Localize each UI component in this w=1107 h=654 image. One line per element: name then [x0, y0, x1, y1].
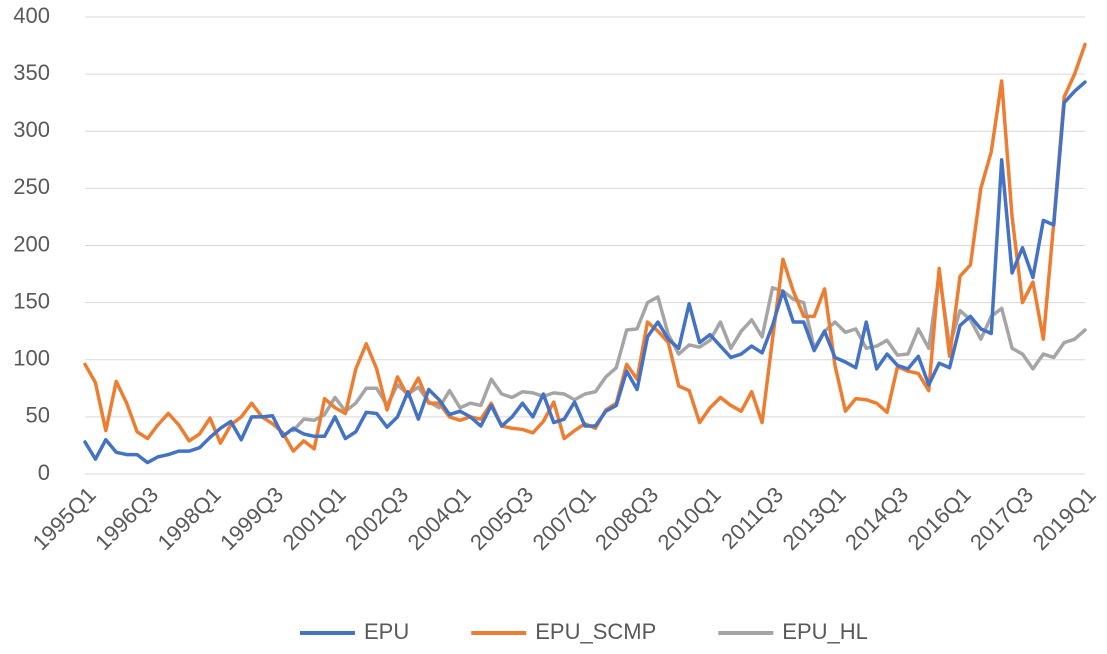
x-tick-label: 2007Q1 — [528, 482, 601, 555]
y-tick-label: 100 — [13, 346, 50, 371]
y-tick-label: 300 — [13, 117, 50, 142]
series-line — [83, 80, 1087, 465]
legend-label: EPU — [364, 619, 409, 644]
x-tick-label: 2005Q3 — [465, 482, 538, 555]
x-tick-label: 2008Q3 — [590, 482, 663, 555]
x-tick-label: 2019Q1 — [1028, 482, 1101, 555]
x-tick-label: 2011Q3 — [716, 482, 788, 554]
legend: EPU EPU_SCMP EPU_HL — [300, 619, 868, 644]
legend-label: EPU_SCMP — [535, 619, 656, 644]
y-tick-label: 400 — [13, 3, 50, 28]
x-tick-label: 1999Q3 — [215, 482, 288, 555]
legend-label: EPU_HL — [782, 619, 868, 644]
x-tick-label: 2017Q3 — [965, 482, 1038, 555]
series-line — [83, 42, 1087, 453]
y-tick-label: 50 — [26, 403, 50, 428]
y-tick-label: 350 — [13, 60, 50, 85]
y-tick-label: 200 — [13, 231, 50, 256]
x-tick-label: 2001Q1 — [278, 482, 351, 555]
x-tick-label: 2014Q3 — [840, 482, 913, 555]
x-tick-label: 2013Q1 — [778, 482, 851, 555]
y-tick-label: 150 — [13, 288, 50, 313]
y-tick-label: 250 — [13, 174, 50, 199]
x-tick-label: 1998Q1 — [153, 482, 226, 555]
y-tick-label: 0 — [38, 460, 50, 485]
x-tick-label: 2010Q1 — [653, 482, 726, 555]
x-tick-label: 2016Q1 — [903, 482, 976, 555]
x-tick-label: 2002Q3 — [340, 482, 413, 555]
x-tick-label: 1995Q1 — [28, 482, 101, 555]
x-tick-label: 2004Q1 — [403, 482, 476, 555]
x-tick-label: 1996Q3 — [90, 482, 163, 555]
